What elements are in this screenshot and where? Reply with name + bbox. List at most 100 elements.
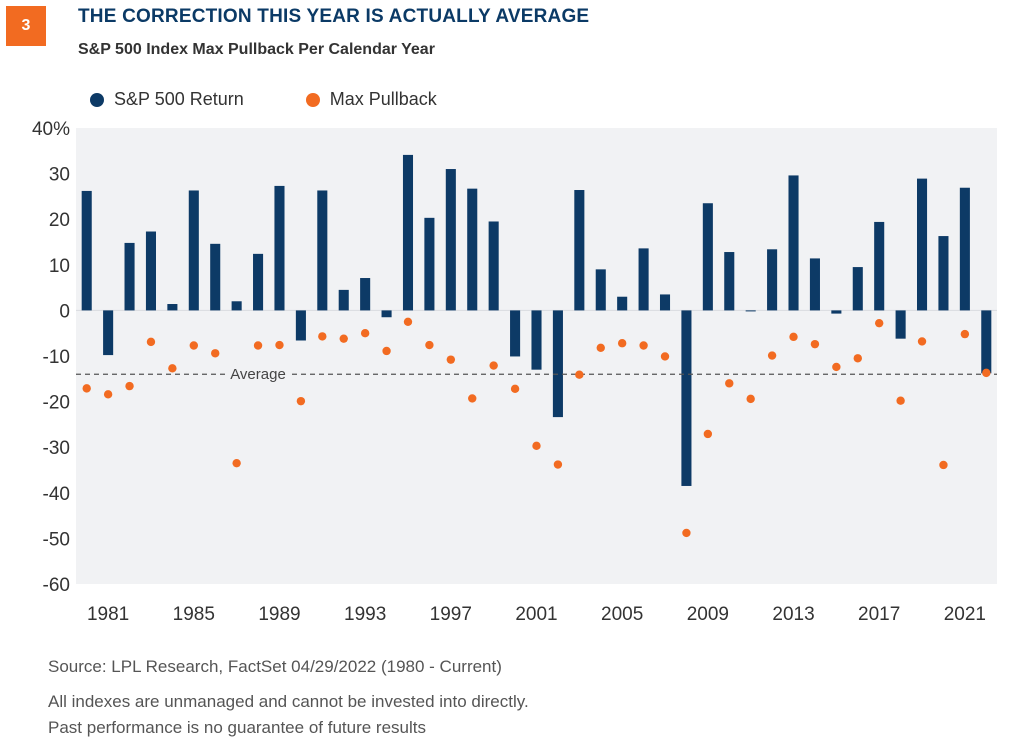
bar-return-1981 [103,310,114,356]
dot-pullback-1987 [232,458,241,468]
y-tick-label: 30 [49,165,70,186]
x-tick-label: 2005 [601,604,643,625]
dot-pullback-2021 [960,329,970,339]
bar-return-1983 [145,231,156,311]
average-label-bg [226,364,290,383]
bar-return-2009 [702,203,713,311]
bar-return-1989 [274,185,285,311]
disclaimer-line-2: Past performance is no guarantee of futu… [48,718,426,737]
bar-return-2005 [617,296,628,311]
x-tick-label: 1993 [344,604,386,625]
y-tick-label: 40% [32,119,70,140]
dot-pullback-1980 [82,384,91,393]
bar-return-2017 [874,221,885,311]
dot-pullback-1994 [382,346,391,356]
bar-return-2001 [531,310,542,370]
bar-return-2016 [852,267,863,311]
legend: S&P 500 Return Max Pullback [90,89,499,110]
dot-pullback-2009 [703,429,713,439]
bar-return-2019 [917,178,928,311]
bar-return-2010 [724,252,735,311]
dot-pullback-1990 [296,396,306,406]
bar-return-2011 [745,310,756,312]
bar-return-1998 [467,188,478,311]
bar-return-1990 [295,310,306,341]
dot-pullback-2022 [982,368,991,378]
bar-return-2000 [510,310,521,357]
dot-pullback-1992 [339,334,348,343]
dot-pullback-2020 [939,460,948,470]
bar-return-2008 [681,310,692,486]
dot-pullback-1999 [489,361,498,370]
bar-return-1982 [124,242,135,311]
dot-pullback-2004 [596,343,605,352]
figure-number-badge: 3 [6,6,46,46]
bar-return-1993 [360,278,371,311]
bar-return-2021 [959,187,970,311]
dot-pullback-1984 [168,364,177,373]
x-tick-label: 1981 [87,604,129,625]
dot-pullback-1997 [446,355,456,364]
disclaimer-line-1: All indexes are unmanaged and cannot be … [48,692,529,711]
legend-item-pullback: Max Pullback [305,89,437,110]
y-tick-label: -30 [43,438,70,459]
dot-pullback-2013 [789,332,798,342]
y-tick-label: -10 [43,347,70,368]
dot-pullback-1995 [403,317,413,326]
dot-pullback-1989 [275,340,284,350]
dot-pullback-2016 [853,354,862,363]
x-tick-label: 1989 [258,604,300,625]
dot-pullback-2000 [510,384,520,394]
y-tick-label: -50 [43,529,70,550]
bar-return-2007 [659,294,671,311]
chart-title: THE CORRECTION THIS YEAR IS ACTUALLY AVE… [78,6,590,27]
bar-return-1996 [424,217,435,311]
y-tick-label: -60 [43,575,70,596]
dot-pullback-1996 [425,340,434,350]
dot-pullback-2007 [660,352,670,361]
dot-pullback-1993 [360,329,370,338]
y-tick-label: 10 [49,256,70,277]
bar-return-2014 [809,258,820,311]
bar-return-2020 [938,236,949,311]
bar-return-2006 [638,248,649,311]
bar-return-2003 [574,190,585,311]
bar-return-2002 [552,310,563,418]
bar-return-1995 [402,154,414,311]
bar-return-1984 [167,304,178,311]
bar-return-1980 [81,190,92,311]
bar-return-2004 [595,269,606,311]
bar-return-2012 [767,249,778,311]
dot-pullback-1988 [253,341,263,350]
bar-return-1987 [231,301,242,311]
dot-pullback-1983 [146,337,156,347]
dot-pullback-2002 [553,460,563,469]
bar-return-2013 [788,175,799,311]
bar-return-1991 [317,190,328,311]
bar-return-2015 [831,310,842,314]
dot-pullback-2006 [639,341,648,350]
x-tick-label: 2013 [772,604,814,625]
bar-return-2018 [895,310,906,339]
bar-return-1992 [338,289,349,311]
dot-pullback-1985 [189,341,199,350]
dot-pullback-2008 [682,528,691,538]
x-tick-label: 1997 [430,604,472,625]
bar-return-1994 [381,310,392,318]
chart-subtitle: S&P 500 Index Max Pullback Per Calendar … [78,41,435,58]
legend-pullback-marker [305,92,320,107]
dot-pullback-2017 [874,318,884,328]
bar-return-2022 [981,310,992,374]
legend-pullback-label: Max Pullback [329,89,437,109]
bar-return-1999 [488,221,499,311]
average-label: Average [230,366,286,383]
dot-pullback-1981 [103,390,113,399]
legend-item-return: S&P 500 Return [90,89,244,110]
x-tick-label: 2021 [944,604,986,625]
dot-pullback-1991 [318,332,327,341]
x-tick-label: 1985 [173,604,215,625]
y-tick-label: -20 [43,393,70,414]
dot-pullback-2011 [746,394,755,404]
dot-pullback-2010 [725,379,734,388]
